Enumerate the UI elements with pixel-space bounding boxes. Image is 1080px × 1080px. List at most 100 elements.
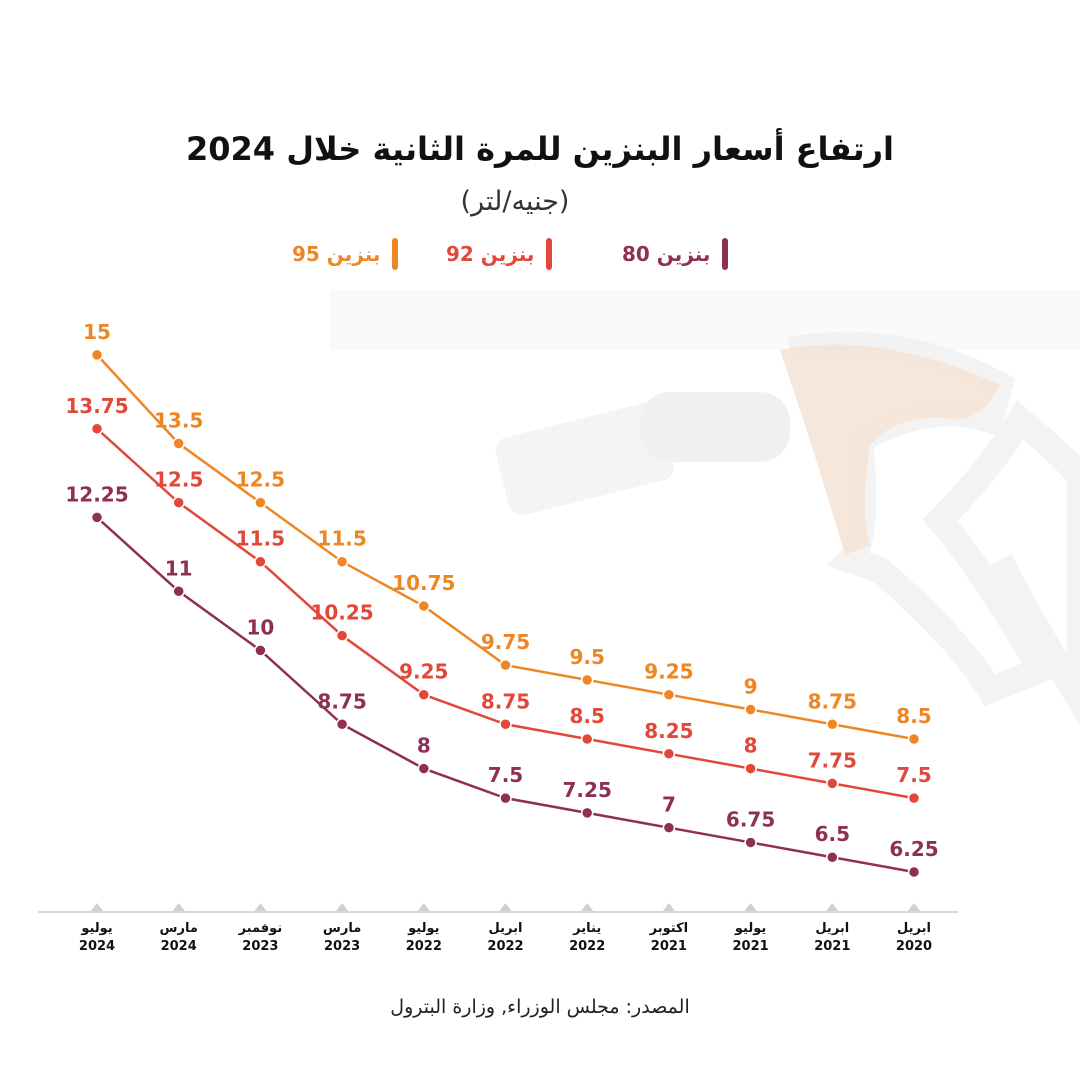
x-tick-marker [581,903,594,911]
data-point [254,644,267,657]
legend-swatch-b92 [546,238,553,270]
data-point [826,777,839,790]
x-tick-label-year: 2021 [651,939,687,954]
x-tick-label-year: 2022 [406,939,442,954]
series-line [96,354,915,741]
x-tick-marker [908,903,920,911]
x-tick-label-year: 2022 [569,939,605,954]
x-tick-label-month: يوليو [407,921,439,936]
data-label: 9.75 [481,630,530,654]
data-point [417,599,431,613]
data-label: 6.25 [889,837,938,861]
data-point [662,688,676,701]
data-point [907,865,921,879]
x-tick-label-month: اكتوبر [649,921,688,936]
data-point [172,437,185,450]
data-label: 10.25 [310,601,373,625]
source-note: المصدر: مجلس الوزراء, وزارة البترول [390,996,690,1018]
x-tick-marker [662,903,675,911]
x-tick-label-month: يوليو [80,921,112,936]
data-label: 8.25 [644,719,693,743]
data-label: 11.5 [317,527,366,551]
data-point [662,821,676,834]
data-point [580,732,594,746]
data-point [580,806,594,820]
data-label: 7.5 [488,763,523,787]
x-tick-marker [744,903,757,911]
data-point [90,422,104,435]
data-point [254,555,267,568]
data-point [907,791,921,805]
legend-label-b80: بنزين 80 [622,242,711,266]
data-point [744,836,757,849]
series-line [96,427,915,800]
x-tick-label-year: 2021 [733,939,769,954]
data-point [172,585,185,598]
data-label: 9.25 [644,660,693,684]
data-point [90,348,104,362]
data-label: 8 [744,734,758,758]
x-tick-label-year: 2023 [242,939,278,954]
data-point [499,791,512,805]
data-label: 11.5 [236,527,285,551]
x-tick-label-month: ابريل [815,921,849,936]
data-label: 13.75 [65,394,128,418]
x-tick-label-year: 2022 [487,939,523,954]
data-point [826,850,839,864]
x-tick-label-month: ابريل [489,921,523,936]
x-tick-label-year: 2020 [896,939,932,954]
data-label: 8.5 [896,704,931,728]
data-label: 6.75 [726,807,775,831]
data-label: 8 [417,734,431,758]
x-tick-marker [254,903,267,911]
data-point [744,703,757,716]
x-tick-marker [91,903,103,911]
legend-item-b80: بنزين 80 [622,238,729,270]
x-tick-marker [336,903,349,911]
data-point [172,496,185,509]
data-label: 11 [165,556,193,580]
data-label: 10 [246,615,274,639]
x-tick-label-year: 2024 [161,939,197,954]
data-label: 8.5 [569,704,604,728]
data-point [335,718,349,731]
data-point [335,555,349,568]
data-label: 8.75 [808,689,857,713]
data-label: 9 [744,674,758,698]
x-tick-label-year: 2024 [79,939,115,954]
data-point [90,511,104,524]
data-point [254,496,267,509]
x-tick-label-month: يوليو [734,921,766,936]
x-tick-label-year: 2023 [324,939,360,954]
data-label: 12.5 [154,468,203,492]
x-tick-label-month: مارس [323,921,361,936]
chart-title: ارتفاع أسعار البنزين للمرة الثانية خلال … [186,130,894,168]
x-tick-label-month: مارس [160,921,198,936]
data-label: 10.75 [392,571,455,595]
data-point [335,629,349,642]
data-label: 12.5 [236,468,285,492]
data-label: 7.5 [896,763,931,787]
legend-label-b92: بنزين 92 [446,242,535,266]
x-tick-marker [417,903,430,911]
data-label: 8.75 [481,689,530,713]
data-point [499,718,512,731]
data-label: 13.5 [154,409,203,433]
legend-swatch-b95 [392,238,399,270]
legend-swatch-b80 [722,238,729,270]
x-tick-marker [499,903,512,911]
data-label: 9.25 [399,660,448,684]
chart-subtitle: (جنيه/لتر) [460,186,570,217]
data-point [499,658,512,672]
x-tick-label-year: 2021 [814,939,850,954]
data-point [826,718,839,731]
data-label: 12.25 [65,482,128,506]
x-tick-label-month: يناير [572,921,601,936]
data-label: 7.75 [808,748,857,772]
data-point [907,732,921,746]
data-label: 9.5 [569,645,604,669]
x-tick-marker [172,903,185,911]
data-label: 6.5 [815,822,850,846]
